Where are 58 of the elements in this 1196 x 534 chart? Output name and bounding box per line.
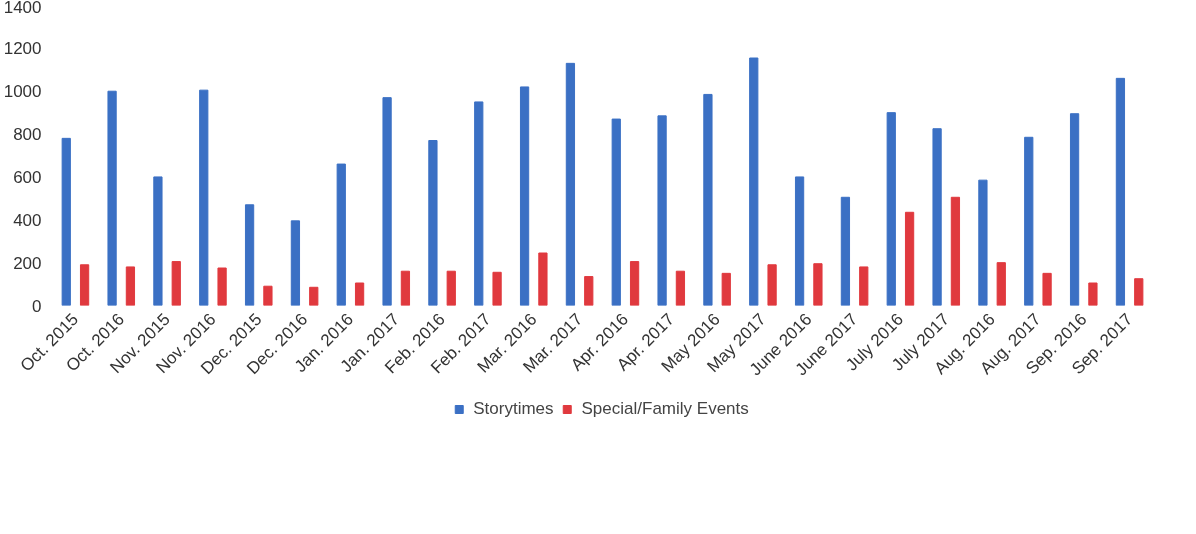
bar — [703, 93, 713, 306]
bar — [400, 270, 411, 306]
y-tick-label: 400 — [13, 210, 42, 230]
bar — [1115, 77, 1126, 306]
bar — [309, 286, 319, 306]
bar — [492, 271, 502, 306]
bar — [657, 115, 667, 306]
bar — [382, 97, 392, 306]
bar — [611, 118, 621, 306]
bar — [840, 196, 851, 306]
bar — [584, 276, 594, 306]
bar — [336, 163, 346, 306]
bar — [749, 57, 759, 306]
bar — [61, 137, 71, 306]
y-tick-label: 200 — [13, 253, 42, 273]
bar — [932, 128, 942, 306]
bar — [519, 86, 530, 306]
bar — [675, 270, 686, 306]
bar — [794, 176, 805, 306]
bar — [1088, 282, 1098, 306]
bar — [859, 266, 869, 306]
bar — [1042, 272, 1052, 306]
bar — [79, 264, 90, 306]
bar — [125, 266, 136, 306]
bar — [565, 62, 576, 306]
bar — [1134, 278, 1144, 306]
bar — [996, 262, 1006, 306]
bar — [290, 220, 301, 306]
bar — [538, 252, 548, 306]
bar — [244, 204, 255, 306]
bar — [1024, 136, 1034, 306]
y-tick-label: 1400 — [3, 0, 42, 17]
bar — [263, 285, 273, 306]
y-tick-label: 0 — [32, 296, 42, 316]
bar — [171, 261, 181, 306]
bar — [886, 112, 896, 306]
bar — [217, 267, 227, 306]
y-tick-label: 600 — [13, 167, 42, 187]
bar — [1069, 113, 1080, 306]
bar — [904, 211, 915, 306]
bar — [813, 263, 823, 306]
bar — [978, 179, 988, 306]
bar — [629, 261, 640, 306]
bar — [474, 101, 484, 306]
bar — [354, 282, 365, 306]
y-tick-label: 1000 — [3, 82, 42, 102]
y-tick-label: 1200 — [3, 39, 42, 59]
bar — [767, 264, 777, 306]
bar — [428, 140, 438, 306]
bar — [153, 176, 163, 306]
bar — [199, 89, 209, 306]
y-tick-label: 800 — [13, 125, 42, 145]
bar — [107, 90, 117, 306]
bar — [950, 196, 961, 306]
legend-label: Storytimes — [473, 399, 554, 419]
bar — [721, 272, 731, 306]
legend-label: Special/Family Events — [581, 399, 749, 419]
bar — [446, 270, 456, 306]
